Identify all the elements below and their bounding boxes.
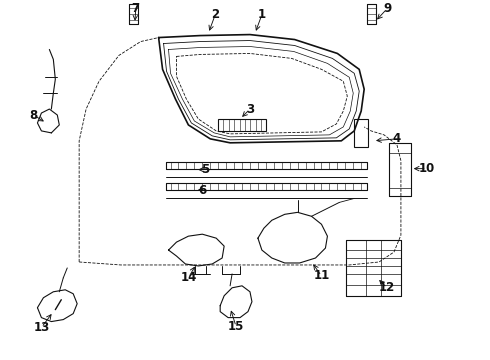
Text: 8: 8 (29, 108, 38, 122)
Text: 13: 13 (33, 321, 49, 334)
Text: 11: 11 (313, 269, 330, 282)
Text: 6: 6 (198, 184, 206, 197)
Text: 14: 14 (180, 271, 196, 284)
Text: 1: 1 (258, 8, 266, 21)
Text: 12: 12 (379, 281, 395, 294)
Bar (218, 119, 266, 131)
Text: 5: 5 (201, 163, 209, 176)
Text: 4: 4 (393, 132, 401, 145)
Text: 3: 3 (246, 103, 254, 116)
Text: 10: 10 (418, 162, 435, 175)
Text: 2: 2 (211, 8, 219, 21)
Text: 7: 7 (132, 2, 140, 15)
Text: 15: 15 (228, 320, 244, 333)
Bar (354, 119, 368, 147)
Text: 9: 9 (383, 2, 391, 15)
